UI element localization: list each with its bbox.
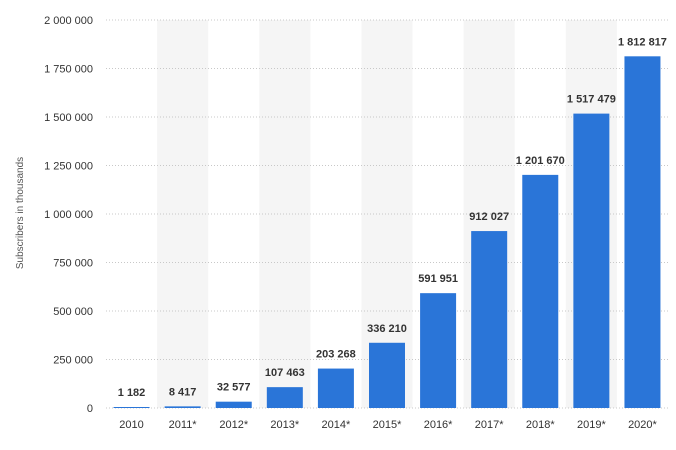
data-label: 1 812 817: [618, 36, 667, 48]
bar-2016: [420, 293, 457, 408]
column-band: [157, 20, 209, 408]
bar-2015: [369, 342, 405, 408]
bar-2014: [317, 368, 354, 408]
data-label: 32 577: [217, 382, 251, 394]
y-axis-label: Subscribers in thousands: [15, 157, 26, 269]
data-label: 1 182: [118, 387, 146, 399]
data-label: 203 268: [316, 349, 356, 361]
bars: [113, 56, 661, 409]
bar-2012: [215, 401, 252, 408]
x-tick-label: 2012*: [219, 419, 248, 431]
bar-2018: [522, 174, 559, 408]
data-label: 591 951: [418, 273, 458, 285]
y-tick-label: 1 000 000: [44, 209, 93, 221]
y-tick-label: 0: [87, 403, 93, 415]
data-label: 1 517 479: [567, 94, 616, 106]
x-tick-label: 2010: [119, 419, 143, 431]
y-tick-label: 1 250 000: [44, 161, 93, 173]
bar-2013: [266, 387, 303, 408]
y-tick-label: 750 000: [53, 258, 93, 270]
bar-2020: [624, 56, 661, 408]
y-tick-label: 2 000 000: [44, 15, 93, 27]
x-tick-label: 2019*: [577, 419, 606, 431]
y-tick-label: 500 000: [53, 306, 93, 318]
x-tick-label: 2011*: [169, 419, 198, 431]
y-tick-label: 1 500 000: [44, 112, 93, 124]
data-label: 912 027: [469, 211, 509, 223]
bar-2011: [164, 406, 201, 408]
x-tick-label: 2016*: [424, 419, 453, 431]
data-labels: 1 182 8 417 32 577 107 463 203 268 336 210 591…: [118, 36, 667, 399]
data-label: 1 201 670: [516, 155, 565, 167]
x-tick-label: 2017*: [475, 419, 504, 431]
x-tick-label: 2018*: [526, 419, 555, 431]
data-label: 8 417: [169, 386, 197, 398]
column-band: [259, 20, 311, 408]
y-tick-label: 250 000: [53, 355, 93, 367]
data-label: 107 463: [265, 367, 305, 379]
bar-2019: [573, 113, 610, 409]
x-tick-label: 2013*: [270, 419, 299, 431]
data-label: 336 210: [367, 323, 407, 335]
bar-2010: [113, 407, 150, 408]
bar-2017: [471, 231, 508, 408]
x-tick-label: 2020*: [628, 419, 657, 431]
x-tick-label: 2015*: [373, 419, 402, 431]
x-axis-ticks: 2010 2011* 2012* 2013* 2014* 2015* 2016* 2017* 2…: [119, 419, 657, 431]
y-tick-label: 1 750 000: [44, 64, 93, 76]
x-tick-label: 2014*: [322, 419, 351, 431]
y-axis-ticks: 0 250 000 500 000 750 000 1 000 000 1 250 000…: [44, 15, 93, 415]
